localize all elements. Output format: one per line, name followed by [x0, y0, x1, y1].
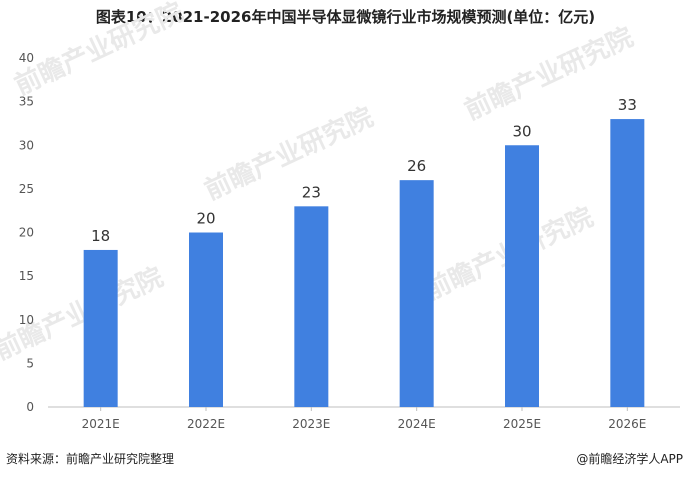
x-tick-label: 2026E — [608, 417, 646, 431]
y-tick-label: 0 — [26, 400, 34, 414]
x-tick-label: 2025E — [503, 417, 541, 431]
data-label: 33 — [618, 96, 637, 114]
y-tick-label: 5 — [26, 356, 34, 370]
y-tick-label: 40 — [19, 51, 34, 65]
y-tick-label: 15 — [19, 269, 34, 283]
data-label: 30 — [512, 122, 531, 140]
x-tick-label: 2024E — [398, 417, 436, 431]
y-tick-label: 20 — [19, 226, 34, 240]
data-label: 23 — [302, 183, 321, 201]
data-label: 18 — [91, 227, 110, 245]
bar — [83, 249, 118, 407]
bar — [294, 206, 329, 407]
watermark-text: 前瞻产业研究院 — [200, 101, 378, 206]
y-tick-label: 25 — [19, 182, 34, 196]
y-tick-label: 10 — [19, 313, 34, 327]
chart-title: 图表10：2021-2026年中国半导体显微镜行业市场规模预测(单位：亿元) — [95, 8, 596, 26]
source-note: 资料来源：前瞻产业研究院整理 — [6, 452, 175, 466]
data-label: 20 — [196, 210, 215, 228]
brand-credit: @前瞻经济学人APP — [576, 452, 683, 466]
x-tick-label: 2021E — [82, 417, 120, 431]
y-tick-label: 30 — [19, 138, 34, 152]
bar — [399, 180, 434, 407]
y-tick-label: 35 — [19, 95, 34, 109]
bar — [610, 119, 645, 407]
watermark-text: 前瞻产业研究院 — [10, 0, 188, 101]
x-tick-label: 2022E — [187, 417, 225, 431]
bar — [189, 232, 223, 407]
watermark-text: 前瞻产业研究院 — [460, 21, 638, 126]
x-tick-label: 2023E — [292, 417, 330, 431]
data-label: 26 — [407, 157, 426, 175]
bar — [505, 145, 539, 407]
